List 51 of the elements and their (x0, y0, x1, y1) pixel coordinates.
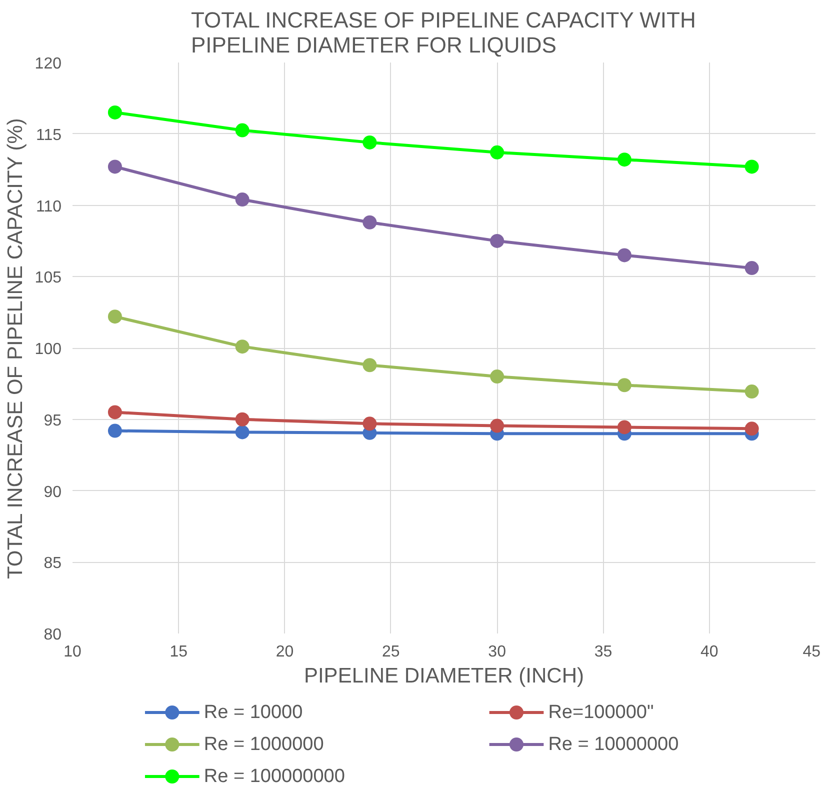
x-tick-label: 45 (802, 644, 821, 660)
point (235, 192, 250, 207)
point (744, 422, 759, 436)
x-tick-label: 35 (594, 644, 612, 660)
point (362, 135, 377, 150)
point (744, 160, 759, 174)
x-tick-label: 25 (382, 644, 400, 660)
x-tick-label: 40 (700, 644, 718, 660)
y-tick-label: 100 (34, 341, 62, 358)
y-tick-label: 105 (34, 270, 62, 287)
point (362, 215, 377, 230)
y-tick-label: 120 (34, 56, 62, 72)
point (108, 310, 122, 324)
point (490, 234, 504, 248)
y-tick-label: 90 (44, 484, 62, 501)
y-tick-label: 115 (36, 126, 62, 144)
point (235, 340, 250, 354)
point (108, 424, 122, 438)
legend-label: Re = 10000 (204, 702, 303, 723)
point (235, 123, 250, 138)
point (744, 261, 759, 276)
point (362, 416, 377, 431)
point (617, 378, 632, 392)
x-axis-title: PIPELINE DIAMETER (INCH) (304, 664, 584, 688)
point (617, 248, 632, 262)
point (617, 152, 632, 167)
point (490, 145, 504, 160)
y-tick-label: 85 (44, 555, 62, 572)
point (490, 418, 504, 433)
legend-label: Re = 10000000 (548, 734, 679, 755)
point (744, 384, 759, 399)
point (235, 412, 250, 426)
point (362, 358, 377, 372)
point (235, 425, 250, 440)
point (108, 105, 122, 120)
legend-label: Re=100000" (548, 702, 654, 723)
point (490, 370, 504, 384)
point (108, 160, 122, 174)
chart-title: TOTAL INCREASE OF PIPELINE CAPACITY WITH PIPELINE DIAMETER FOR LIQUIDS (190, 8, 696, 58)
y-tick-label: 95 (44, 412, 62, 430)
point (108, 405, 122, 420)
y-tick-label: 80 (44, 626, 62, 644)
x-tick-label: 30 (488, 644, 506, 660)
legend-label: Re = 100000000 (204, 766, 345, 787)
x-tick-label: 15 (170, 644, 188, 660)
legend-label: Re = 1000000 (204, 734, 324, 755)
y-axis-title: TOTAL INCREASE OF PIPELINE CAPACITY (%) (4, 118, 27, 580)
x-tick-label: 20 (276, 644, 294, 660)
y-tick-label: 110 (36, 198, 62, 216)
x-tick-label: 10 (64, 644, 82, 660)
point (617, 420, 632, 434)
